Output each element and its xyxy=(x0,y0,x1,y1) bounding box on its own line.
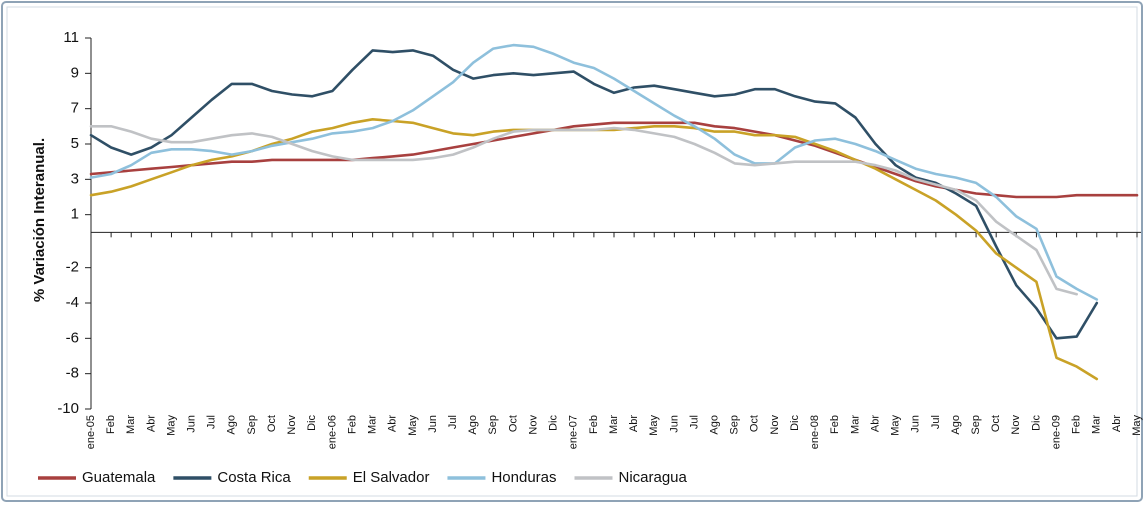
x-tick-label: Jun xyxy=(910,415,922,433)
y-tick-label: -2 xyxy=(66,259,79,276)
y-tick-label: 3 xyxy=(71,170,79,187)
x-tick-label: ene-08 xyxy=(809,415,821,449)
x-tick-label: Sep xyxy=(970,415,982,435)
y-tick-label: 7 xyxy=(71,100,79,117)
x-tick-label: Oct xyxy=(990,415,1002,432)
x-tick-label: May xyxy=(1131,415,1143,436)
x-tick-label: Ago xyxy=(708,415,720,435)
x-tick-label: Sep xyxy=(246,415,258,435)
x-tick-label: May xyxy=(407,415,419,436)
x-tick-label: Abr xyxy=(869,415,881,432)
x-tick-label: Ago xyxy=(226,415,238,435)
x-tick-label: Mar xyxy=(367,415,379,434)
x-tick-label: Oct xyxy=(749,415,761,432)
series-line xyxy=(89,43,1099,301)
x-tick-label: Jun xyxy=(668,415,680,433)
x-tick-label: Feb xyxy=(105,415,117,434)
x-tick-label: Dic xyxy=(548,415,560,431)
y-tick-label: 1 xyxy=(71,206,79,223)
x-tick-label: Feb xyxy=(588,415,600,434)
series-line xyxy=(89,121,1139,199)
x-tick-label: Mar xyxy=(849,415,861,434)
y-tick-label: 11 xyxy=(63,29,79,46)
x-tick-label: Feb xyxy=(346,415,358,434)
legend-label: El Salvador xyxy=(353,469,430,486)
x-tick-label: Mar xyxy=(1091,415,1103,434)
x-tick-label: Sep xyxy=(487,415,499,435)
x-tick-label: Jul xyxy=(447,415,459,429)
y-tick-label: 9 xyxy=(71,64,79,81)
x-tick-label: Dic xyxy=(789,415,801,431)
x-tick-label: Jul xyxy=(688,415,700,429)
x-tick-label: Ago xyxy=(950,415,962,435)
y-tick-label: 5 xyxy=(71,135,79,152)
x-tick-label: Jun xyxy=(185,415,197,433)
x-tick-label: Mar xyxy=(125,415,137,434)
x-tick-label: Jul xyxy=(930,415,942,429)
x-tick-label: ene-06 xyxy=(326,415,338,449)
legend-label: Costa Rica xyxy=(217,469,291,486)
x-tick-label: May xyxy=(165,415,177,436)
x-tick-label: Feb xyxy=(829,415,841,434)
x-tick-label: Abr xyxy=(1111,415,1123,432)
series-line xyxy=(89,49,1099,340)
y-tick-label: -6 xyxy=(66,329,79,346)
legend-label: Honduras xyxy=(491,469,556,486)
x-tick-label: May xyxy=(890,415,902,436)
x-tick-label: Ago xyxy=(467,415,479,435)
x-tick-label: Nov xyxy=(1010,415,1022,435)
x-tick-label: Jun xyxy=(427,415,439,433)
x-tick-label: ene-09 xyxy=(1050,415,1062,449)
x-tick-label: May xyxy=(648,415,660,436)
x-tick-label: Oct xyxy=(507,415,519,432)
y-axis-label: % Variación Interanual. xyxy=(31,138,48,302)
y-tick-label: -10 xyxy=(57,400,79,417)
x-tick-label: Abr xyxy=(387,415,399,432)
x-tick-label: ene-05 xyxy=(85,415,97,449)
x-tick-label: ene-07 xyxy=(568,415,580,449)
x-tick-label: Abr xyxy=(628,415,640,432)
x-tick-label: Nov xyxy=(527,415,539,435)
x-tick-label: Sep xyxy=(729,415,741,435)
y-tick-label: -4 xyxy=(66,294,79,311)
x-tick-label: Nov xyxy=(769,415,781,435)
x-tick-label: Jul xyxy=(206,415,218,429)
x-tick-label: Feb xyxy=(1071,415,1083,434)
x-tick-label: Oct xyxy=(266,415,278,432)
x-tick-label: Nov xyxy=(286,415,298,435)
x-tick-label: Abr xyxy=(145,415,157,432)
x-tick-label: Dic xyxy=(1030,415,1042,431)
x-tick-label: Dic xyxy=(306,415,318,431)
legend-label: Nicaragua xyxy=(619,469,688,486)
series-line xyxy=(89,125,1078,296)
x-tick-label: Mar xyxy=(608,415,620,434)
legend-label: Guatemala xyxy=(82,469,156,486)
y-tick-label: -8 xyxy=(66,365,79,382)
inner-frame xyxy=(6,6,1138,497)
